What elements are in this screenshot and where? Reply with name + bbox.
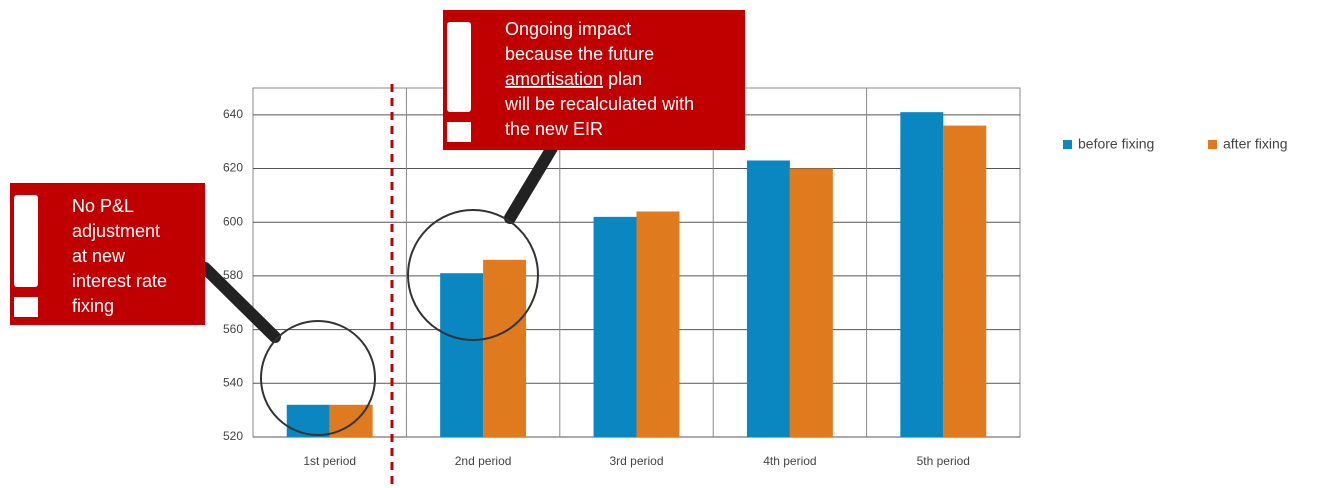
magnifier-handle (199, 262, 281, 343)
annotation-text: Ongoing impact (505, 19, 631, 39)
y-tick-label: 640 (223, 107, 243, 121)
legend-label: after fixing (1223, 136, 1288, 152)
y-tick-label: 580 (223, 268, 243, 282)
bar (593, 216, 637, 437)
bar (900, 112, 944, 438)
annotation-text: at new (72, 246, 126, 266)
exclamation-dot (447, 122, 471, 142)
annotation-text: will be recalculated with (504, 94, 694, 114)
bar (636, 211, 680, 437)
annotation-text: interest rate (72, 271, 167, 291)
annotation-text: the new EIR (505, 119, 603, 139)
y-tick-label: 540 (223, 375, 243, 389)
x-tick-label: 1st period (303, 454, 356, 468)
x-tick-label: 5th period (917, 454, 970, 468)
bar (440, 273, 484, 437)
annotation-box (443, 10, 745, 150)
magnifier-handle (504, 142, 558, 224)
magnifier-lens (407, 209, 539, 341)
y-tick-label: 600 (223, 214, 243, 228)
annotation-text: amortisation plan (505, 69, 642, 89)
exclamation-bar (447, 22, 471, 112)
annotation-text: fixing (72, 296, 114, 316)
annotation-text: adjustment (72, 221, 160, 241)
y-tick-label: 620 (223, 161, 243, 175)
bar (286, 404, 330, 437)
magnifier-lens (260, 320, 376, 436)
annotation-text: No P&L (72, 196, 134, 216)
x-tick-label: 2nd period (455, 454, 512, 468)
x-tick-label: 4th period (763, 454, 816, 468)
x-tick-label: 3rd period (609, 454, 663, 468)
bar (943, 125, 987, 437)
legend-swatch (1063, 140, 1072, 149)
bar (746, 160, 790, 437)
legend-label: before fixing (1078, 136, 1154, 152)
exclamation-dot (14, 297, 38, 317)
y-tick-label: 560 (223, 322, 243, 336)
annotation-rest: plan (608, 69, 642, 89)
annotation-underlined: amortisation (505, 69, 603, 89)
legend-swatch (1208, 140, 1217, 149)
annotation-text: because the future (505, 44, 654, 64)
exclamation-bar (14, 195, 38, 287)
bar (483, 259, 527, 437)
bar (789, 168, 833, 438)
annotation-box (10, 183, 205, 325)
y-tick-label: 520 (223, 429, 243, 443)
